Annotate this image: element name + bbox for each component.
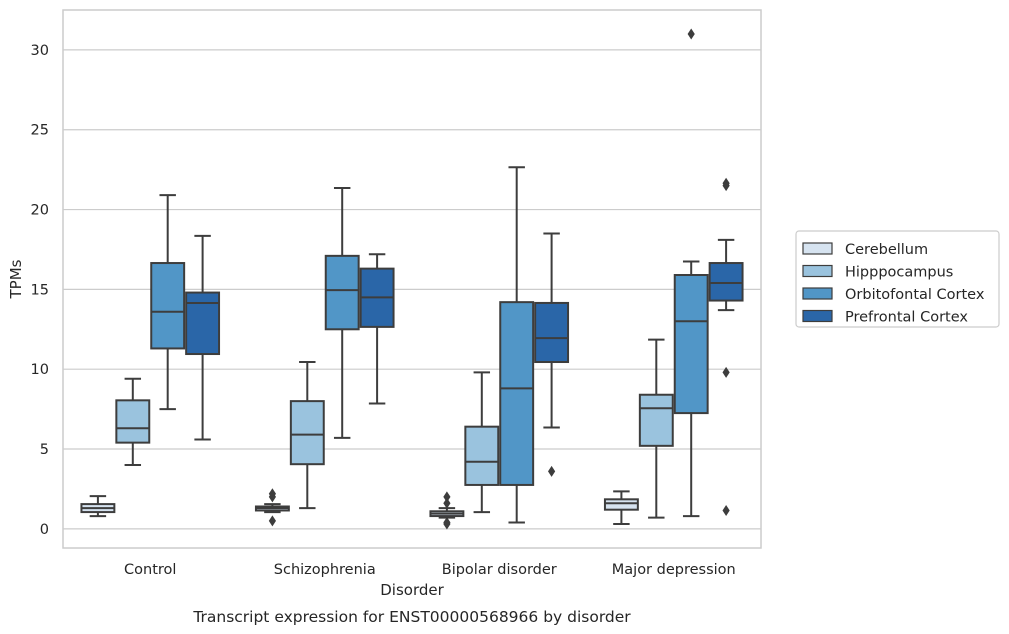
box-iqr (638, 393, 674, 447)
box-cerebellum (80, 495, 116, 518)
box-iqr (150, 262, 186, 350)
y-tick-label: 15 (31, 282, 49, 298)
legend-entry-label: Cerebellum (845, 242, 928, 258)
y-tick-label: 0 (40, 522, 49, 538)
legend-swatch (802, 309, 833, 323)
box-prefrontal-cortex (359, 253, 395, 405)
box-prefrontal-cortex (534, 232, 570, 477)
legend-frame (795, 230, 1000, 328)
x-tick-label: Bipolar disorder (442, 562, 557, 578)
box-cerebellum (254, 488, 290, 527)
box-prefrontal-cortex (708, 177, 744, 516)
box-plots (80, 28, 744, 530)
legend-swatch (802, 264, 833, 278)
box-orbitofontal-cortex (324, 187, 360, 439)
outlier-point (722, 177, 730, 189)
y-tick-labels: 0 5 10 15 20 25 30 (31, 43, 49, 538)
box-hipppocampus (638, 338, 674, 519)
x-axis-label: Disorder (380, 581, 444, 599)
x-tick-label: Control (124, 562, 176, 578)
y-tick-label: 30 (31, 43, 49, 59)
outlier-point (687, 28, 695, 40)
legend-entry-label: Prefrontal Cortex (845, 310, 968, 326)
legend-entry-label: Orbitofontal Cortex (845, 287, 985, 303)
legend-entry-label: Hipppocampus (845, 265, 953, 281)
box-iqr (324, 254, 360, 331)
chart-caption: Transcript expression for ENST0000056896… (192, 608, 631, 626)
box-hipppocampus (115, 377, 151, 466)
box-hipppocampus (289, 361, 325, 510)
box-iqr (115, 399, 151, 444)
box-orbitofontal-cortex (499, 166, 535, 524)
outlier-point (443, 491, 451, 503)
box-orbitofontal-cortex (673, 28, 709, 518)
legend-swatch (802, 287, 833, 300)
box-cerebellum (429, 491, 465, 530)
x-tick-label: Schizophrenia (274, 562, 376, 578)
box-iqr (603, 498, 639, 511)
outlier-point (548, 465, 556, 477)
outlier-point (443, 497, 451, 509)
y-tick-label: 20 (31, 203, 49, 219)
x-tick-labels: Control Schizophrenia Bipolar disorder Majo… (124, 562, 736, 578)
box-iqr (185, 291, 221, 356)
plot-frame (62, 9, 762, 549)
outlier-point (443, 516, 451, 528)
outlier-point (268, 515, 276, 527)
box-orbitofontal-cortex (150, 194, 186, 411)
box-hipppocampus (464, 371, 500, 514)
box-iqr (673, 274, 709, 415)
box-cerebellum (603, 490, 639, 526)
outlier-point (722, 366, 730, 378)
box-iqr (499, 301, 535, 486)
x-tick-label: Major depression (612, 562, 736, 578)
outlier-point (268, 488, 276, 500)
y-tick-label: 25 (31, 123, 49, 139)
box-iqr (534, 301, 570, 364)
box-iqr (708, 262, 744, 302)
box-iqr (464, 425, 500, 486)
legend: Cerebellum Hipppocampus Orbitofontal Corte… (795, 230, 1000, 328)
y-tick-label: 10 (31, 362, 49, 378)
outlier-point (722, 504, 730, 516)
box-iqr (289, 400, 325, 466)
y-axis-label: TPMs (7, 259, 25, 299)
box-prefrontal-cortex (185, 234, 221, 441)
y-tick-label: 5 (40, 442, 49, 458)
legend-swatch (802, 242, 833, 255)
